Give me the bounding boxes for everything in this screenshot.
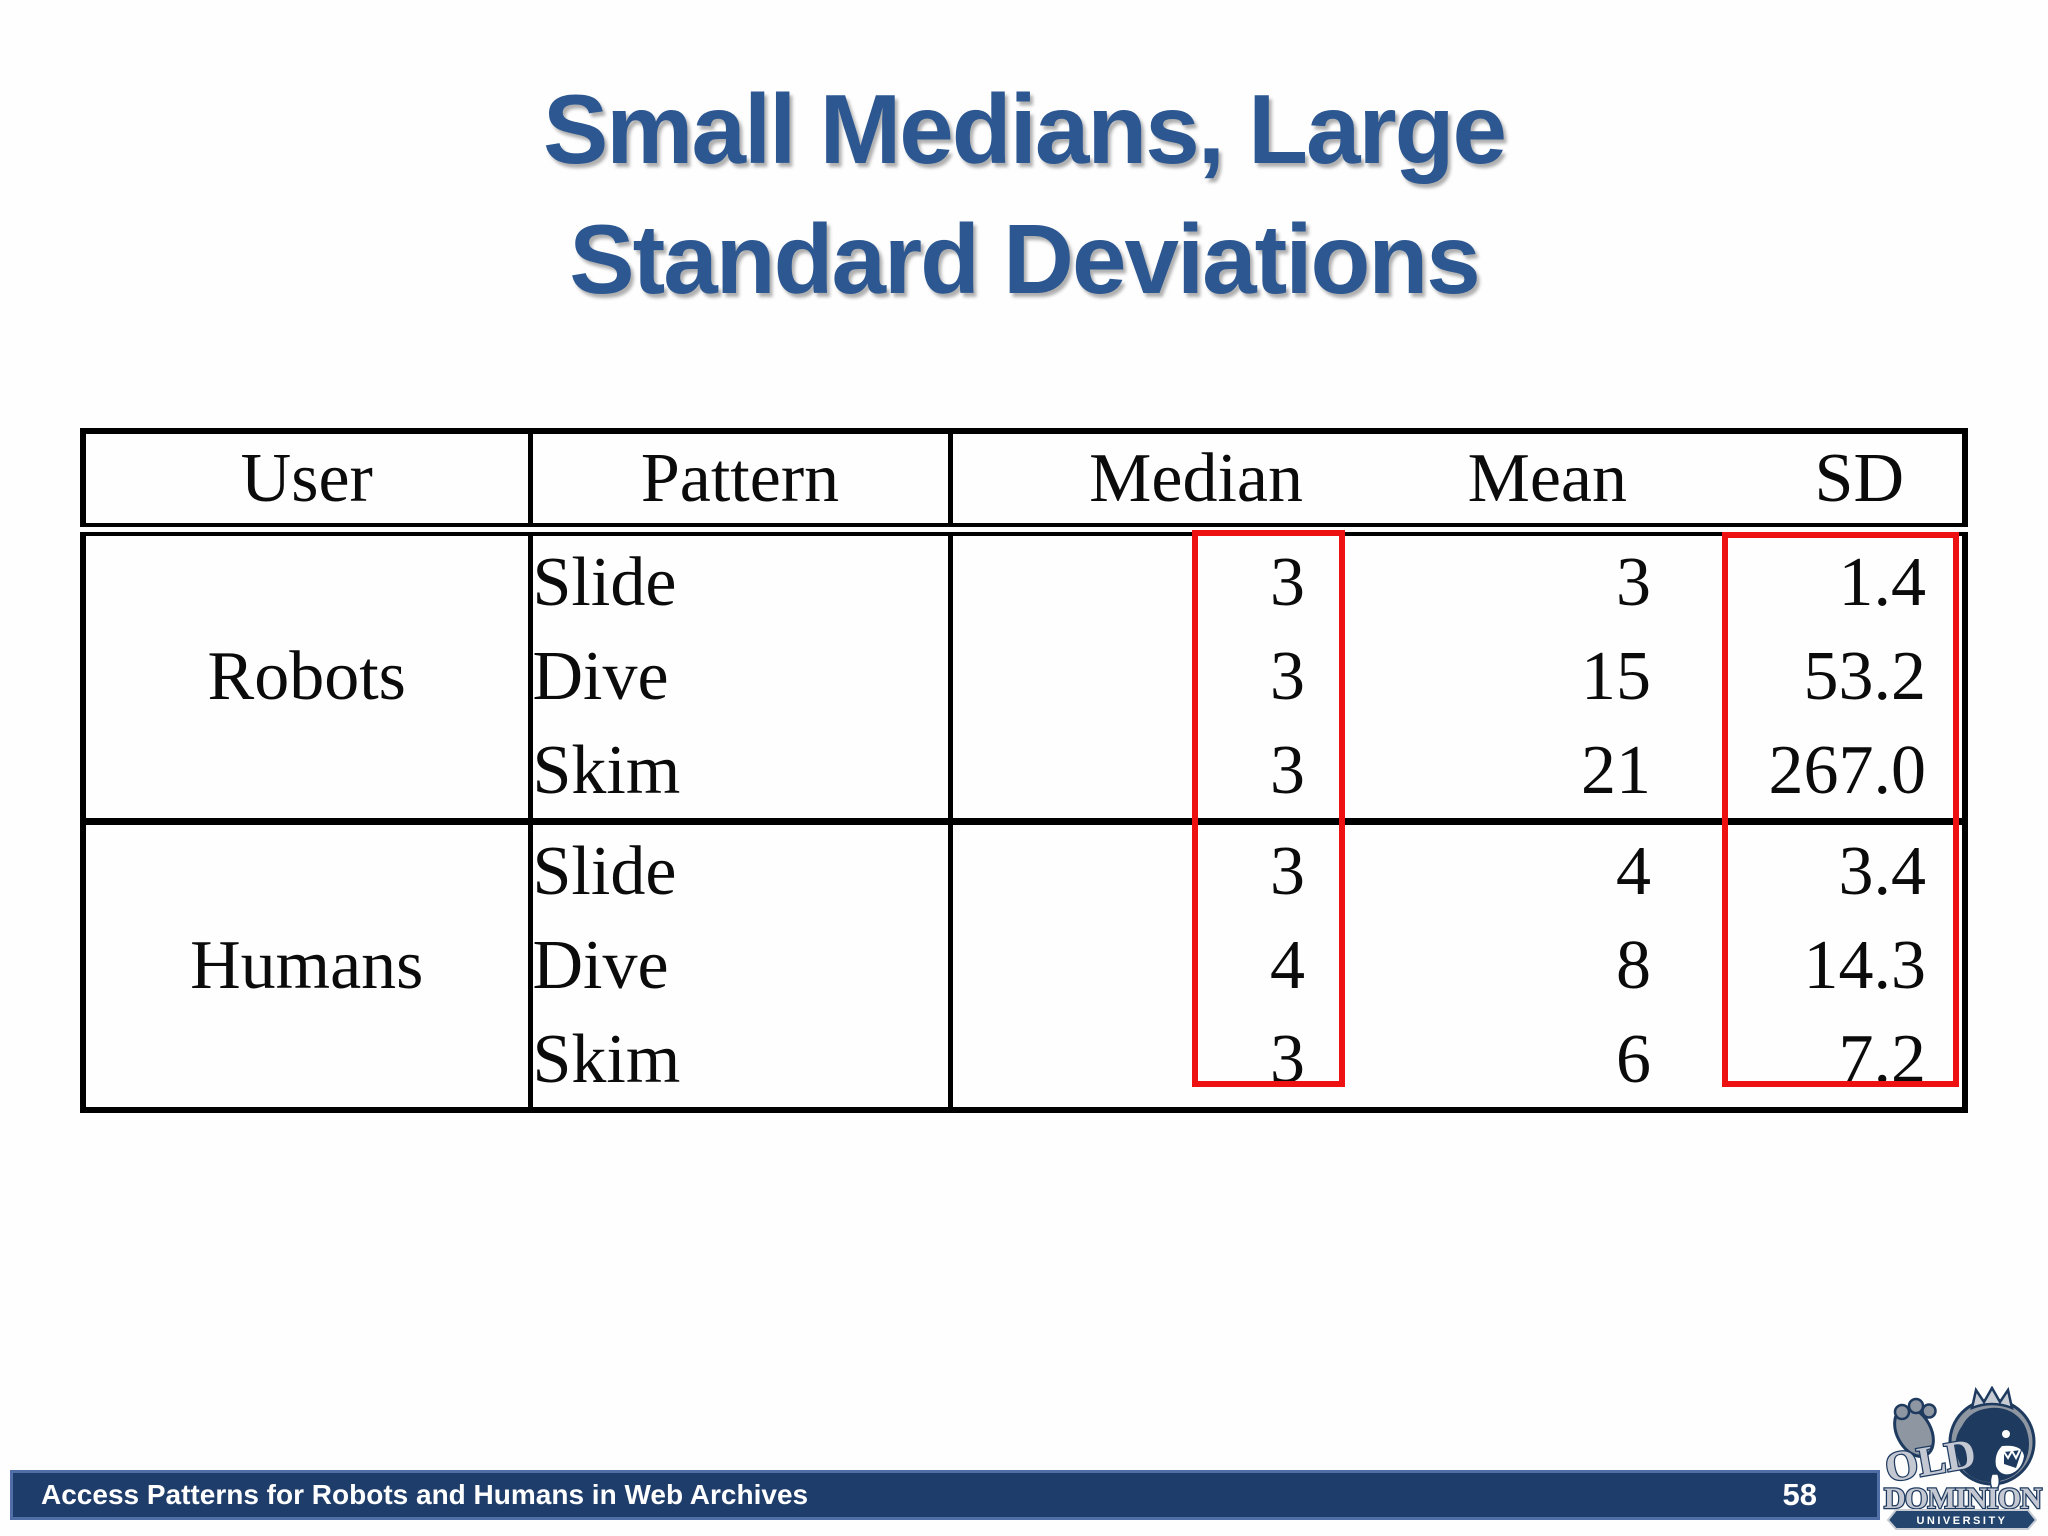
table-row: Dive 3 15 53.2	[83, 630, 1965, 724]
col-header-user: User	[83, 431, 530, 536]
user-group-robots: Robots	[83, 529, 530, 825]
mean-cell: 4	[1616, 833, 1651, 910]
lion-paw-icon	[1893, 1397, 1937, 1458]
footer-bar: Access Patterns for Robots and Humans in…	[10, 1470, 1880, 1520]
median-cell: 3	[947, 821, 1318, 919]
median-cell: 3	[947, 529, 1318, 630]
col-header-pattern: Pattern	[527, 431, 950, 536]
sd-cell: 267.0	[1663, 724, 1965, 825]
col-header-mean: Mean	[1318, 431, 1663, 536]
footer-title: Access Patterns for Robots and Humans in…	[41, 1479, 809, 1510]
median-cell: 3	[947, 1013, 1318, 1110]
sd-cell: 7.2	[1838, 1021, 1927, 1098]
logo-ribbon: UNIVERSITY	[1886, 1509, 2038, 1530]
sd-cell: 1.4	[1838, 544, 1927, 621]
slide-title-line2: Standard Deviations	[569, 204, 1481, 314]
col-header-sd: SD	[1663, 431, 1965, 536]
sd-cell: 14.3	[1803, 927, 1927, 1004]
table-row: Humans Slide 3 4 3.4	[83, 821, 1965, 1004]
pattern-cell: Slide	[527, 529, 950, 630]
slide-title: Small Medians, Large Standard Deviations	[0, 64, 2048, 324]
logo-word-university: UNIVERSITY	[1916, 1515, 2007, 1527]
pattern-cell: Dive	[527, 919, 950, 1013]
median-cell: 4	[947, 919, 1318, 1013]
mean-cell: 6	[1616, 1021, 1651, 1098]
mean-cell: 21	[1318, 724, 1663, 825]
median-cell: 3	[947, 630, 1318, 724]
lion-head-icon	[1948, 1386, 2036, 1494]
user-group-humans: Humans	[190, 927, 424, 1004]
mean-cell: 15	[1581, 638, 1651, 715]
table-row: Robots Slide 3 3 1.4	[83, 529, 1965, 825]
university-logo: OLD DOMINION UNIVERSITY	[1880, 1386, 2044, 1530]
sd-cell: 3.4	[1838, 833, 1927, 910]
pattern-cell: Skim	[527, 724, 950, 825]
mean-cell: 8	[1616, 927, 1651, 1004]
pattern-cell: Skim	[527, 1013, 950, 1110]
mean-cell: 3	[1616, 544, 1651, 621]
table-row: Skim 3 6 7.2	[83, 1013, 1965, 1110]
pattern-cell: Slide	[527, 821, 950, 919]
sd-cell: 53.2	[1803, 638, 1927, 715]
stats-table: User Pattern Median Mean SD Robots Slide…	[80, 428, 1968, 1113]
slide-title-line1: Small Medians, Large	[542, 74, 1507, 184]
table-row: Dive 4 8 14.3	[83, 919, 1965, 1013]
median-cell: 3	[947, 724, 1318, 825]
table-row: Skim 3 21 267.0	[83, 724, 1965, 825]
table-header-row: User Pattern Median Mean SD	[83, 431, 1965, 536]
page-number: 58	[1782, 1477, 1817, 1512]
pattern-cell: Dive	[527, 630, 950, 724]
col-header-median: Median	[947, 431, 1318, 536]
